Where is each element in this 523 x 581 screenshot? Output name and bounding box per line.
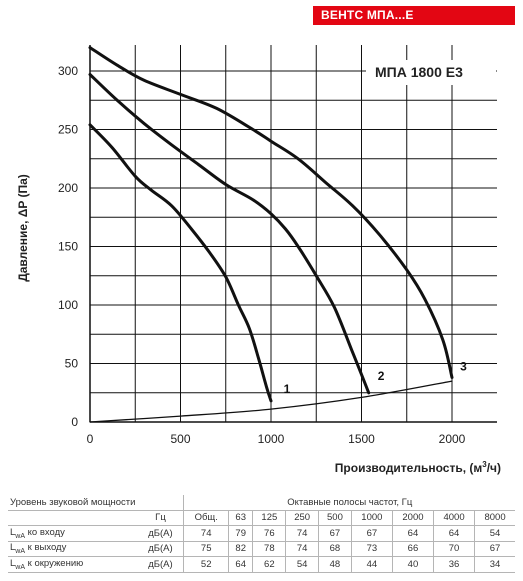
row-unit: дБ(А) (137, 541, 185, 557)
y-tick-label: 50 (65, 357, 79, 371)
chart-ticks: 0 500 1000 1500 2000 0 50 100 150 200 250 300 (58, 64, 466, 446)
table-cell: 44 (351, 556, 393, 573)
y-tick-label: 250 (58, 123, 78, 137)
y-axis-label: Давление, ΔP (Па) (16, 174, 30, 282)
table-cell: 64 (433, 525, 476, 542)
system-curve (89, 380, 453, 423)
table-row: LwA к окружению дБ(А) 52 64 62 54 48 44 40 36 34 (8, 556, 515, 573)
table-cell: 67 (474, 541, 515, 557)
table-cell: 74 (183, 525, 229, 542)
model-label: МПА 1800 Е3 (366, 60, 496, 85)
table-cell: 62 (252, 556, 287, 573)
unit-header: Гц (137, 510, 185, 526)
curve-labels: 1 2 3 (284, 360, 467, 396)
frequency-column-header: 2000 (392, 510, 435, 526)
x-tick-label: 2000 (439, 432, 466, 446)
x-tick-label: 1500 (348, 432, 375, 446)
table-cell: 70 (433, 541, 476, 557)
table-cell: 78 (252, 541, 287, 557)
pressure-flow-chart: 0 500 1000 1500 2000 0 50 100 150 200 250 300 1 2 3 (58, 45, 497, 446)
chart-grid (89, 45, 497, 423)
table-cell: 67 (318, 525, 352, 542)
table-cell: 34 (474, 556, 515, 573)
frequency-column-header: 500 (318, 510, 352, 526)
fan-curve-2 (88, 73, 371, 395)
y-tick-label: 0 (71, 415, 78, 429)
curve-label-3: 3 (460, 360, 467, 374)
x-tick-label: 1000 (258, 432, 285, 446)
fan-curve-1 (88, 123, 273, 403)
table-cell: 36 (433, 556, 476, 573)
table-cell: 54 (474, 525, 515, 542)
table-cell: 75 (183, 541, 229, 557)
table-cell: 79 (228, 525, 254, 542)
chart-curves (88, 46, 454, 423)
row-label: LwA к окружению (8, 556, 138, 573)
frequency-column-header: 4000 (433, 510, 476, 526)
table-cell: 82 (228, 541, 254, 557)
y-tick-label: 300 (58, 64, 78, 78)
row-unit: дБ(А) (137, 525, 185, 542)
table-cell: 52 (183, 556, 229, 573)
table-cell: 66 (392, 541, 435, 557)
frequency-column-header: Общ. (183, 510, 229, 526)
table-cell: 54 (285, 556, 320, 573)
table-cell: 40 (392, 556, 435, 573)
frequency-column-header: 8000 (474, 510, 515, 526)
bands-title: Октавные полосы частот, Гц (183, 495, 515, 511)
x-tick-label: 0 (87, 432, 94, 446)
table-cell: 67 (351, 525, 393, 542)
row-unit: дБ(А) (137, 556, 185, 573)
table-title: Уровень звуковой мощности (8, 495, 138, 511)
series-badge: ВЕНТС МПА...Е (313, 6, 515, 25)
y-tick-label: 200 (58, 181, 78, 195)
table-row: LwA ко входу дБ(А) 74 79 76 74 67 67 64 64 54 (8, 525, 515, 542)
y-tick-label: 100 (58, 298, 78, 312)
sound-power-table: Уровень звуковой мощности Октавные полос… (8, 495, 515, 573)
table-cell: 64 (392, 525, 435, 542)
chart-axes (89, 45, 497, 423)
frequency-column-header: 63 (228, 510, 254, 526)
row-label: LwA к выходу (8, 541, 138, 557)
row-label: LwA ко входу (8, 525, 138, 542)
frequency-column-header: 1000 (351, 510, 393, 526)
table-row: LwA к выходу дБ(А) 75 82 78 74 68 73 66 70 67 (8, 541, 515, 557)
table-cell: 74 (285, 525, 320, 542)
table-cell: 74 (285, 541, 320, 557)
frequency-column-header: 125 (252, 510, 287, 526)
x-axis-label: Производительность, (м3/ч) (334, 460, 501, 475)
table-cell: 68 (318, 541, 352, 557)
table-cell: 48 (318, 556, 352, 573)
table-cell: 76 (252, 525, 287, 542)
x-tick-label: 500 (170, 432, 190, 446)
curve-label-1: 1 (284, 382, 291, 396)
frequency-column-header: 250 (285, 510, 320, 526)
curve-label-2: 2 (378, 369, 385, 383)
table-cell: 73 (351, 541, 393, 557)
table-cell: 64 (228, 556, 254, 573)
frequency-header-row: Гц Общ. 63 125 250 500 1000 2000 4000 8000 (8, 510, 515, 526)
fan-curve-3 (88, 46, 454, 379)
y-tick-label: 150 (58, 240, 78, 254)
